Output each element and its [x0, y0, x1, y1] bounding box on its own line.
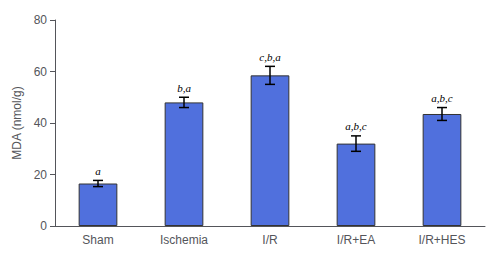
svg-text:I/R+EA: I/R+EA [337, 233, 375, 247]
svg-text:Ischemia: Ischemia [160, 233, 208, 247]
svg-text:a,b,c: a,b,c [431, 92, 453, 104]
svg-text:a,b,c: a,b,c [345, 120, 367, 132]
svg-text:b,a: b,a [177, 82, 191, 94]
svg-text:I/R+HES: I/R+HES [418, 233, 465, 247]
svg-text:Sham: Sham [82, 233, 113, 247]
svg-text:80: 80 [34, 13, 48, 27]
svg-text:20: 20 [34, 168, 48, 182]
svg-text:MDA (nmol/g): MDA (nmol/g) [10, 86, 24, 159]
svg-text:a: a [95, 165, 101, 177]
svg-text:c,b,a: c,b,a [259, 51, 281, 63]
svg-text:40: 40 [34, 116, 48, 130]
svg-text:60: 60 [34, 65, 48, 79]
svg-text:0: 0 [40, 219, 47, 233]
svg-text:I/R: I/R [262, 233, 278, 247]
